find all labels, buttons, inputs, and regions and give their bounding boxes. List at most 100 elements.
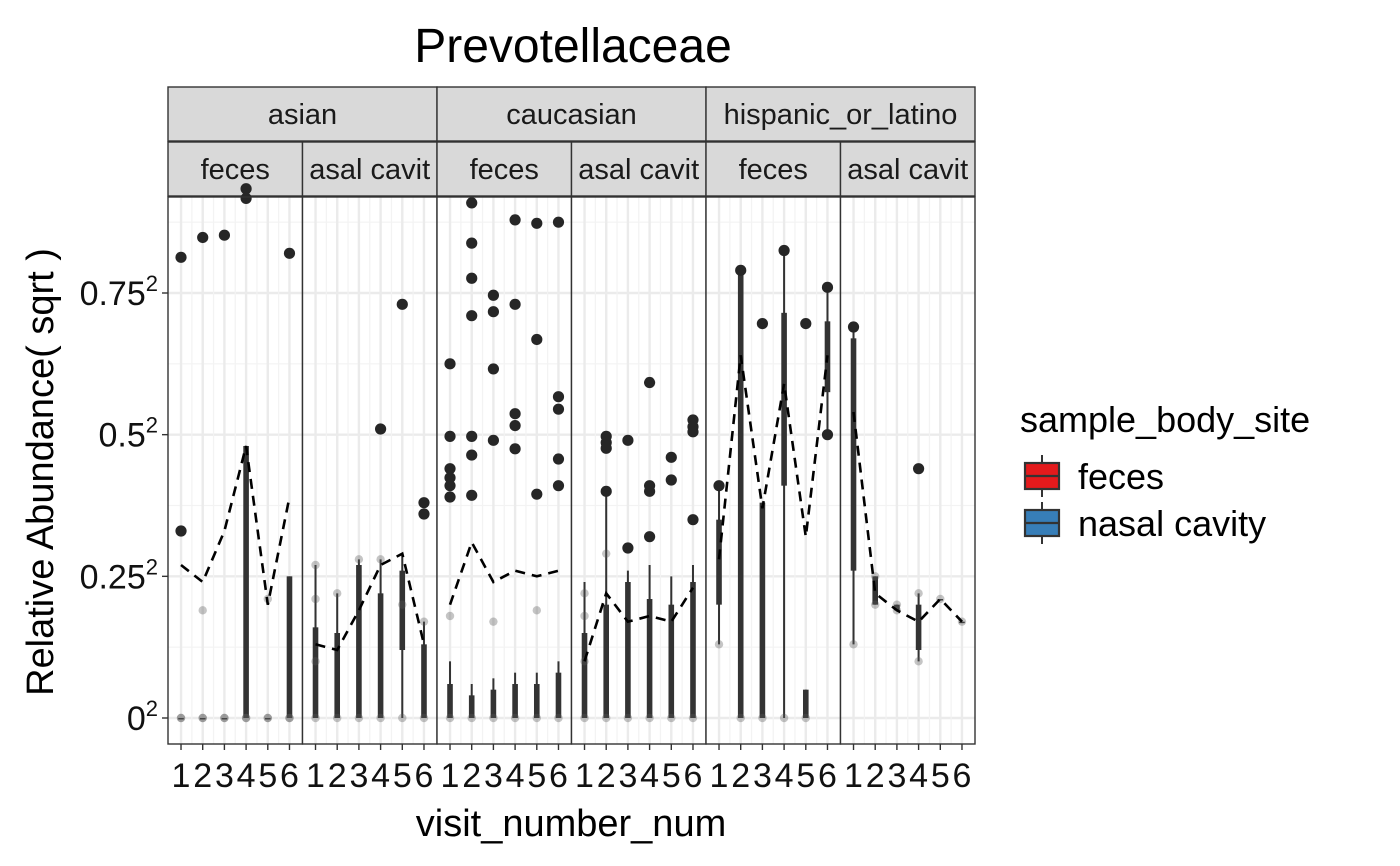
box-body: [850, 338, 857, 571]
data-point: [758, 713, 767, 723]
data-point: [445, 611, 455, 621]
data-point: [580, 713, 589, 723]
x-tick-label: 3: [618, 757, 637, 795]
data-point: [466, 430, 478, 442]
strip-group-caucasian: [436, 86, 707, 142]
data-point: [444, 491, 456, 503]
data-point: [552, 216, 565, 228]
x-tick-label: 1: [710, 757, 729, 795]
data-point: [263, 713, 272, 723]
y-tick-exponent: 2: [146, 696, 158, 721]
y-tick-base: 0.5: [98, 417, 145, 455]
data-point: [914, 657, 923, 666]
box-body: [603, 604, 610, 718]
data-point: [552, 453, 565, 465]
data-point: [418, 497, 430, 509]
median-trend-line: [852, 411, 963, 624]
data-point: [871, 572, 880, 581]
chart-title: Prevotellaceae: [414, 20, 732, 73]
data-point: [821, 429, 834, 441]
strip-site: [570, 141, 707, 197]
box-body: [759, 502, 766, 718]
x-tick-label: 3: [349, 757, 368, 795]
box-body: [447, 684, 453, 718]
data-point: [665, 474, 677, 486]
data-point: [849, 640, 858, 649]
x-tick-label: 6: [415, 757, 434, 795]
y-tick-exponent: 2: [146, 271, 158, 296]
x-tick-label: 5: [527, 757, 546, 795]
data-point: [735, 264, 747, 276]
x-tick-label: 2: [731, 757, 750, 795]
data-point: [801, 713, 810, 723]
y-tick-exponent: 2: [146, 413, 158, 438]
strip-group-hispanic_or_latino: [705, 86, 976, 142]
x-tick-label: 2: [193, 757, 212, 795]
x-tick-label: 2: [328, 757, 347, 795]
data-point: [285, 713, 294, 723]
data-point: [487, 289, 500, 301]
data-point: [487, 434, 500, 446]
box-body: [581, 633, 588, 718]
data-point: [240, 192, 252, 204]
x-tick-label: 1: [844, 757, 863, 795]
data-point: [580, 589, 589, 598]
data-point: [283, 247, 296, 259]
data-point: [509, 420, 521, 432]
data-point: [354, 555, 364, 564]
data-point: [333, 713, 342, 723]
box-body: [264, 718, 271, 720]
data-point: [622, 542, 634, 554]
x-tick-label: 1: [441, 757, 460, 795]
data-point: [466, 237, 478, 249]
x-tick-label: 4: [909, 757, 928, 795]
legend-label: nasal cavity: [1078, 503, 1266, 544]
data-point: [176, 713, 186, 723]
data-point: [871, 600, 880, 609]
strip-group-asian: [167, 86, 438, 142]
data-point: [198, 606, 207, 615]
data-point: [509, 214, 521, 226]
box-body: [894, 604, 900, 611]
data-point: [311, 594, 320, 604]
data-point: [198, 713, 207, 723]
data-point: [821, 281, 834, 293]
x-tick-label: 1: [172, 757, 191, 795]
data-point: [263, 713, 272, 723]
data-point: [552, 391, 565, 403]
data-point: [756, 318, 769, 330]
x-tick-label: 2: [866, 757, 885, 795]
data-point: [643, 531, 656, 543]
data-point: [419, 713, 429, 723]
strip-group-label: hispanic_or_latino: [724, 99, 958, 131]
data-point: [466, 272, 478, 284]
data-point: [552, 403, 565, 415]
y-tick-label: 02: [127, 696, 158, 738]
data-point: [285, 713, 294, 723]
data-point: [175, 251, 187, 263]
data-point: [665, 451, 677, 463]
median-trend-line: [717, 355, 829, 560]
data-point: [333, 589, 342, 598]
legend-label: feces: [1078, 456, 1164, 497]
box-body: [243, 446, 249, 718]
y-tick-exponent: 2: [146, 554, 158, 579]
data-point: [396, 298, 408, 310]
data-point: [444, 430, 456, 442]
data-point: [419, 617, 429, 626]
strip-site: [301, 141, 438, 197]
box-body: [490, 689, 497, 718]
data-point: [800, 318, 812, 330]
y-tick-base: 0.75: [80, 275, 146, 313]
strip-group-label: asian: [268, 99, 337, 131]
data-point: [489, 713, 498, 723]
data-point: [487, 306, 500, 318]
strip-site-label: asal cavit: [847, 154, 968, 186]
box-body: [781, 312, 787, 486]
data-point: [532, 606, 541, 615]
box-body: [221, 718, 228, 720]
data-point: [847, 321, 860, 333]
data-point: [374, 423, 387, 435]
box-body: [959, 621, 965, 624]
data-point: [554, 713, 563, 723]
